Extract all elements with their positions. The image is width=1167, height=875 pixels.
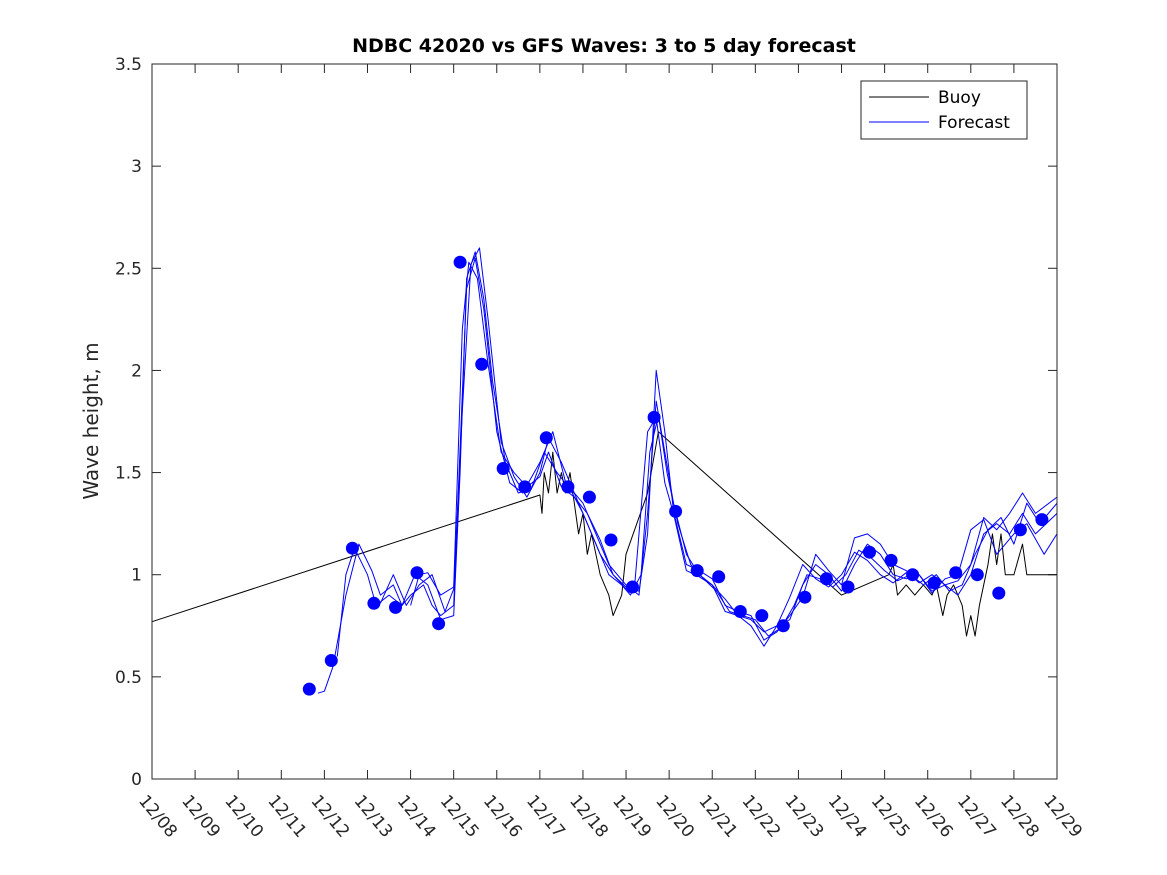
forecast-marker — [626, 580, 639, 594]
forecast-series-line — [336, 251, 1058, 657]
y-axis-ticks: 0 0.5 1 1.5 2 2.5 3 3.5 — [115, 55, 1057, 790]
forecast-marker — [819, 572, 833, 586]
y-tick-label: 3 — [131, 157, 142, 177]
forecast-marker — [798, 590, 812, 604]
y-axis-label: Wave height, m — [79, 342, 103, 499]
forecast-marker — [712, 570, 726, 584]
forecast-marker — [432, 617, 446, 631]
forecast-markers — [302, 255, 1049, 696]
forecast-marker — [1013, 523, 1027, 537]
forecast-marker — [863, 545, 876, 559]
y-tick-label: 2.5 — [115, 259, 142, 279]
forecast-marker — [604, 533, 618, 547]
forecast-marker — [345, 541, 359, 555]
y-tick-label: 2 — [131, 361, 142, 381]
y-tick-label: 0 — [131, 770, 142, 790]
y-tick-label: 0.5 — [115, 668, 142, 688]
legend-forecast-label: Forecast — [938, 113, 1010, 133]
forecast-marker — [669, 504, 683, 518]
forecast-marker — [690, 564, 704, 578]
forecast-marker — [367, 596, 381, 610]
forecast-marker — [561, 480, 575, 494]
forecast-marker — [755, 609, 769, 623]
forecast-marker — [453, 255, 467, 269]
forecast-marker — [518, 480, 532, 494]
forecast-marker — [475, 357, 489, 371]
legend-box — [860, 80, 1028, 140]
y-tick-label: 3.5 — [115, 55, 142, 75]
legend: Buoy Forecast — [860, 80, 1028, 140]
y-tick-label: 1 — [131, 566, 142, 586]
forecast-marker — [324, 654, 338, 667]
y-tick-label: 1.5 — [115, 464, 142, 484]
forecast-series-line — [410, 261, 1058, 647]
forecast-marker — [949, 566, 963, 580]
forecast-marker — [776, 619, 790, 633]
legend-buoy-label: Buoy — [938, 88, 981, 108]
forecast-marker — [992, 586, 1006, 600]
forecast-marker — [647, 410, 661, 424]
plot-area — [152, 64, 1057, 779]
forecast-marker — [970, 568, 984, 582]
forecast-marker — [733, 605, 747, 618]
forecast-marker — [539, 431, 553, 445]
forecast-marker — [841, 580, 855, 594]
forecast-marker — [884, 553, 898, 567]
forecast-marker — [1035, 513, 1049, 527]
forecast-marker — [302, 682, 316, 696]
forecast-marker — [389, 600, 402, 614]
chart-title: NDBC 42020 vs GFS Waves: 3 to 5 day fore… — [352, 35, 856, 57]
forecast-marker — [410, 566, 424, 580]
forecast-marker — [496, 462, 510, 475]
plot-frame — [151, 63, 1058, 780]
forecast-marker — [927, 576, 941, 590]
forecast-marker — [906, 568, 920, 582]
forecast-marker — [582, 490, 596, 504]
